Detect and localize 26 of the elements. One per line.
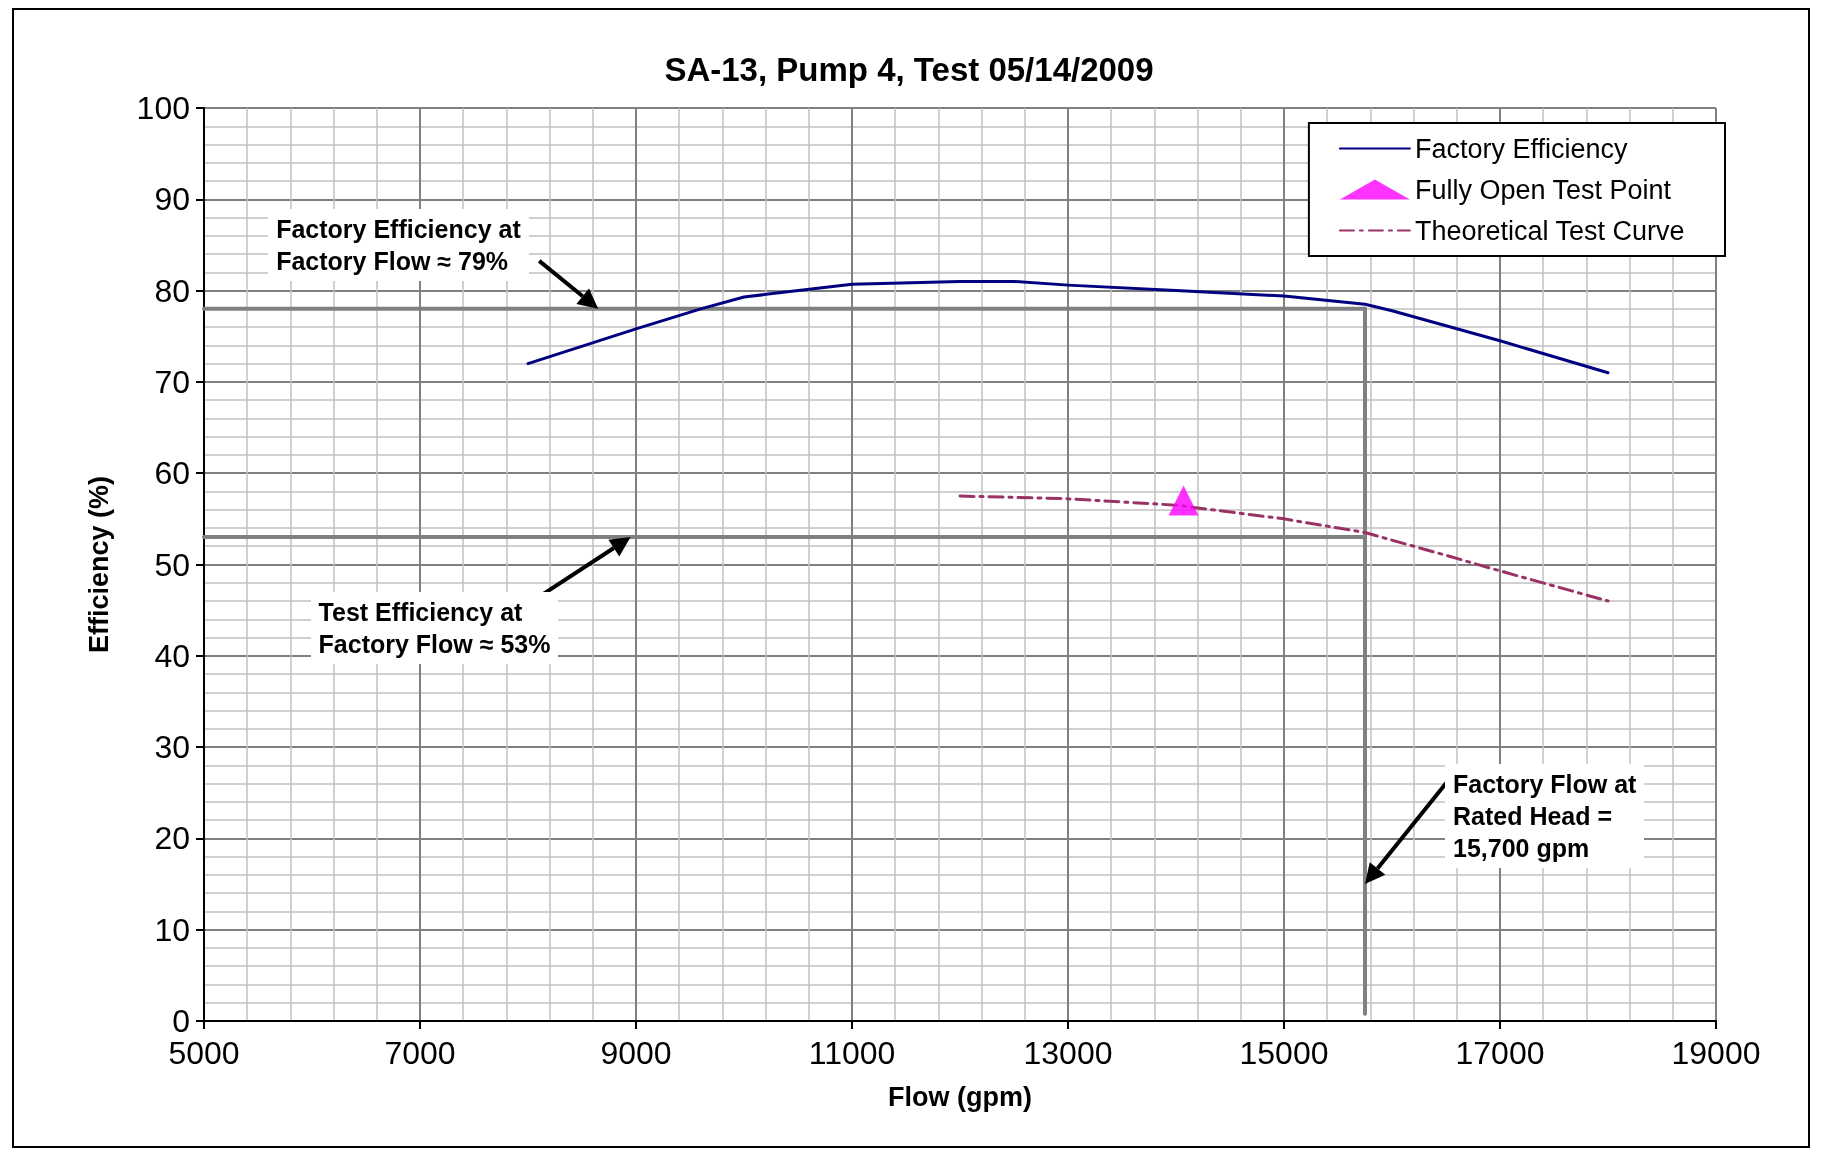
x-tick-label: 9000 [600,1035,672,1071]
annotation: Test Efficiency at Factory Flow ≈ 53% [310,592,559,665]
annotation: Factory Efficiency at Factory Flow ≈ 79% [268,208,529,281]
x-tick-label: 11000 [808,1035,896,1071]
legend-label: Factory Efficiency [1414,133,1628,164]
y-axis-title: Efficiency (%) [83,475,114,654]
y-tick-label: 30 [154,729,190,766]
y-tick-label: 100 [136,90,190,126]
annotation: Factory Flow at Rated Head = 15,700 gpm [1445,764,1645,869]
x-tick-label: 15000 [1239,1035,1329,1071]
x-tick-label: 13000 [1023,1035,1113,1071]
y-tick-label: 90 [154,181,190,218]
y-tick-label: 10 [154,911,190,948]
legend-label: Theoretical Test Curve [1414,215,1685,246]
legend-label: Fully Open Test Point [1414,174,1672,205]
y-tick-label: 60 [154,455,190,492]
y-tick-label: 80 [154,272,190,309]
y-tick-label: 20 [154,820,190,857]
y-tick-label: 40 [154,637,190,674]
y-tick-label: 70 [154,363,190,400]
x-tick-label: 17000 [1455,1035,1545,1071]
x-tick-label: 7000 [384,1035,456,1071]
y-tick-label: 50 [154,546,190,583]
chart-title: SA-13, Pump 4, Test 05/14/2009 [664,51,1154,88]
x-tick-label: 19000 [1671,1035,1761,1071]
x-axis-title: Flow (gpm) [888,1081,1032,1112]
